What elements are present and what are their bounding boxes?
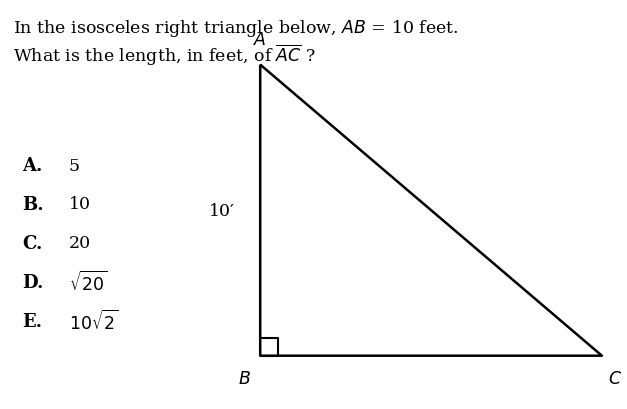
Text: 20: 20: [69, 235, 91, 252]
Text: $C$: $C$: [608, 370, 622, 387]
Text: $A$: $A$: [253, 32, 267, 49]
Text: 10′: 10′: [209, 202, 235, 219]
Text: E.: E.: [22, 312, 42, 330]
Text: C.: C.: [22, 234, 42, 252]
Text: $10\sqrt{2}$: $10\sqrt{2}$: [69, 309, 119, 333]
Text: D.: D.: [22, 273, 43, 291]
Text: B.: B.: [22, 196, 43, 213]
Text: 5: 5: [69, 157, 80, 174]
Text: What is the length, in feet, of $\overline{AC}$ ?: What is the length, in feet, of $\overli…: [13, 43, 315, 68]
Text: In the isosceles right triangle below, $AB$ = 10 feet.: In the isosceles right triangle below, $…: [13, 18, 458, 39]
Text: A.: A.: [22, 157, 42, 175]
Text: $\sqrt{20}$: $\sqrt{20}$: [69, 270, 108, 294]
Text: $B$: $B$: [238, 370, 251, 387]
Text: 10: 10: [69, 196, 91, 213]
